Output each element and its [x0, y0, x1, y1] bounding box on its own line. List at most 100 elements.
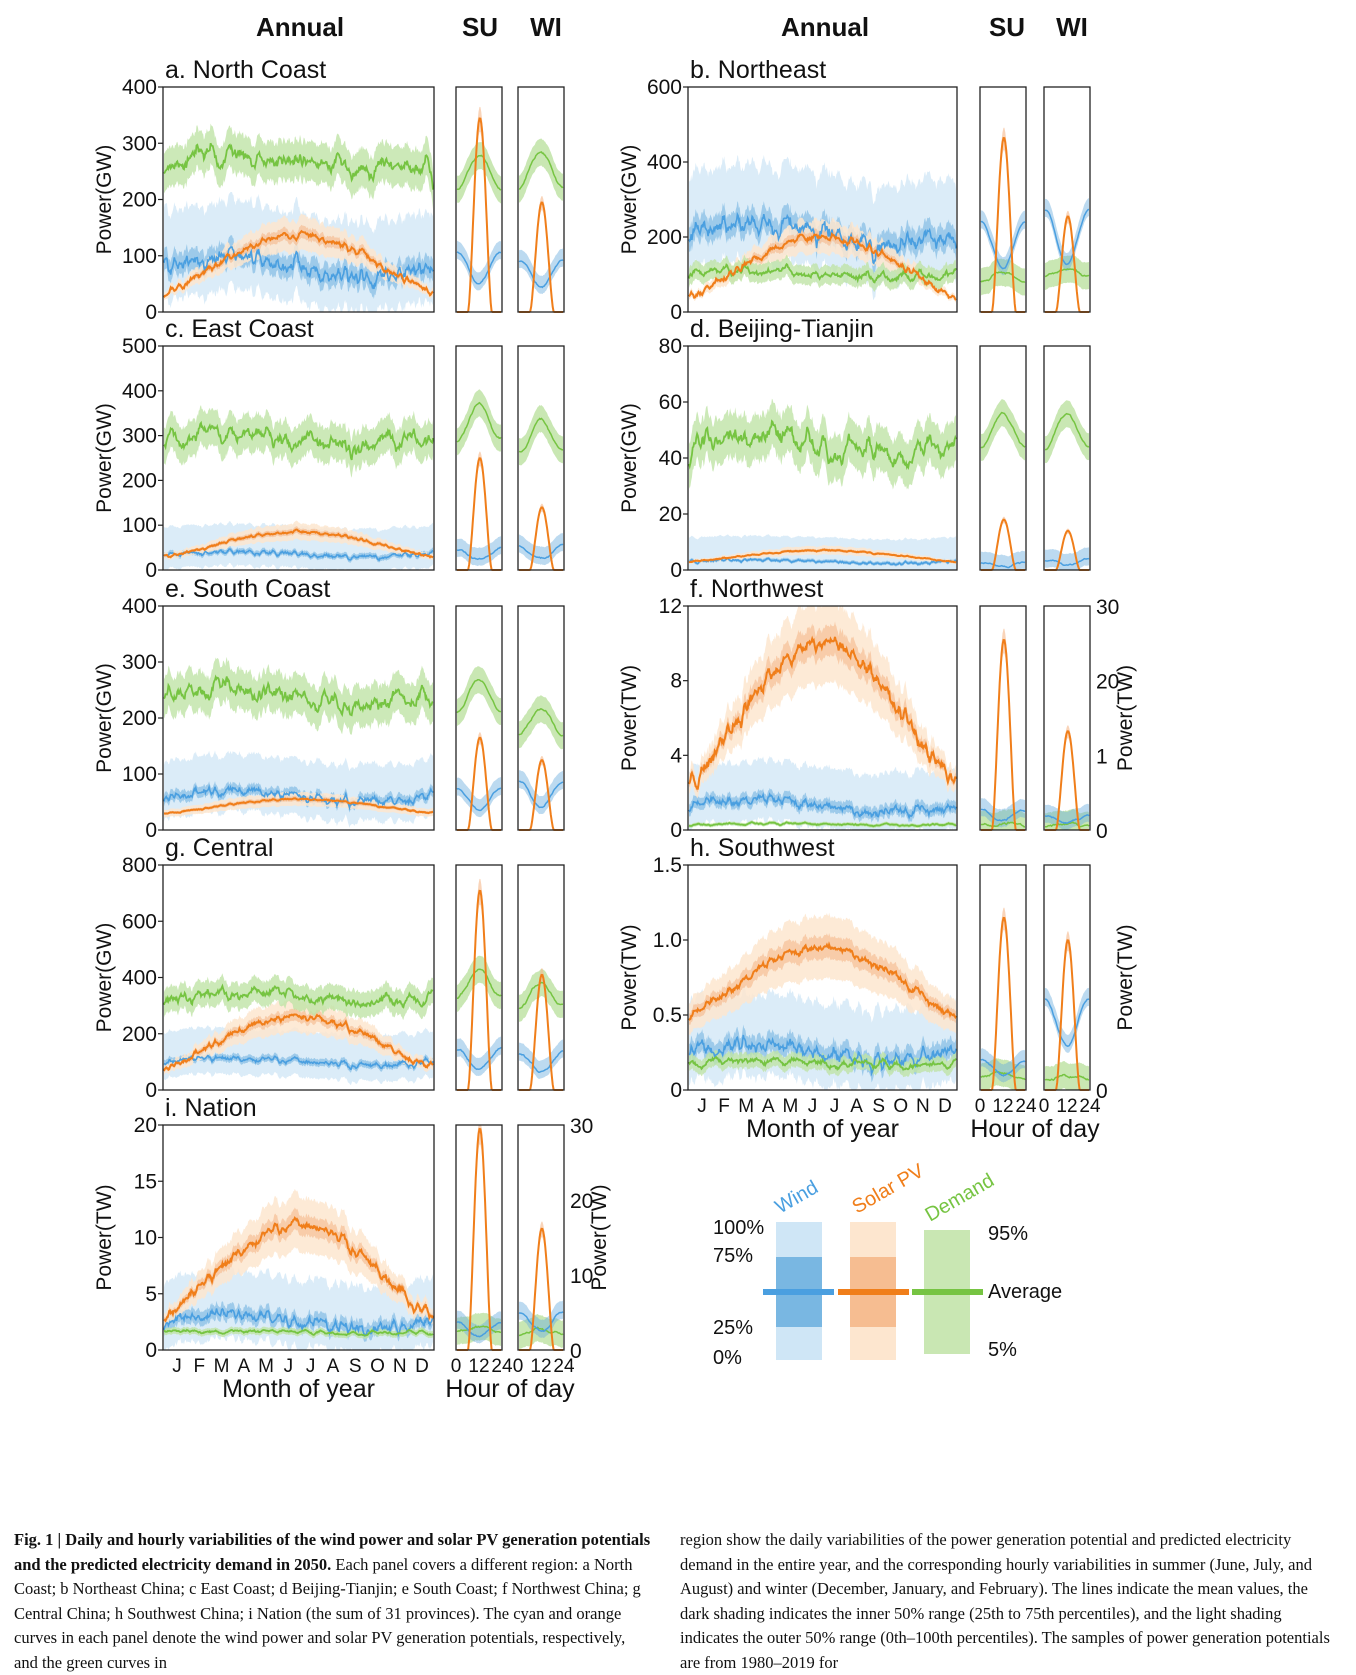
legend-p25: 25%: [713, 1317, 753, 1339]
y-tick-label-a: 100: [122, 245, 157, 268]
y-tick-label-d: 0: [670, 559, 682, 582]
demand-mean-line-g: [163, 983, 434, 1009]
wi-wind-band-c: [519, 533, 563, 566]
wi-hour-tick-right: 24: [1079, 1096, 1101, 1117]
demand-mean-line-a: [163, 142, 434, 190]
y-axis-label-a: Power(GW): [93, 145, 116, 255]
su-demand-line-c: [456, 401, 502, 443]
panel-title-e: e. South Coast: [165, 575, 330, 603]
panel-e: e. South Coast 0 100 200 300 400 Power(GW): [93, 575, 565, 842]
month-tick-right: J: [808, 1096, 818, 1117]
y-tick-label-f: 8: [670, 670, 682, 693]
month-tick-right: J: [697, 1096, 707, 1117]
su-wind-band-a: [457, 240, 501, 291]
wi-wind-band-a: [519, 248, 563, 295]
panel-title-c: c. East Coast: [165, 315, 314, 343]
su-wind-band-g: [457, 1036, 501, 1076]
su-wind-line-i: [456, 1321, 501, 1338]
y-tick-right-label-h: 0: [1096, 1080, 1108, 1103]
demand-mean-line-i: [163, 1328, 434, 1337]
su-demand-line-f: [980, 821, 1026, 828]
wi-wind-line-f: [1045, 814, 1090, 824]
caption-bold: Fig. 1 | Daily and hourly variabilities …: [14, 1530, 651, 1574]
month-tick-left: S: [349, 1356, 362, 1377]
wi-demand-band-a: [519, 138, 563, 203]
month-tick-right: N: [916, 1096, 930, 1117]
wind-mean-line-c: [164, 548, 434, 562]
y-tick-label-a: 400: [122, 76, 157, 99]
panel-d: d. Beijing-Tianjin 0 20 40 60 80 Power(GW): [618, 315, 1091, 582]
wi-demand-band-c: [519, 405, 563, 466]
y-tick-label-f: 4: [670, 744, 682, 767]
demand-band-a: [164, 123, 433, 210]
y-tick-label-g: 400: [122, 967, 157, 990]
panel-c: c. East Coast 0 100 200 300 400 500 Power(GW): [93, 315, 565, 582]
y-tick-right-label-i: 30: [570, 1115, 593, 1138]
annual-frame-f: [687, 605, 958, 831]
wi-demand-line-h: [1044, 1073, 1090, 1082]
su-hour-tick-right: 12: [992, 1096, 1013, 1117]
y-tick-label-h: 0.5: [653, 1004, 682, 1027]
y-tick-label-d: 80: [659, 335, 682, 358]
y-tick-label-a: 0: [145, 301, 157, 324]
month-axis-title-right: Month of year: [746, 1115, 899, 1143]
su-frame-d: [979, 345, 1027, 571]
wi-wind-line-a: [518, 259, 564, 289]
y-axis-label-right-f: Power(TW): [1114, 665, 1137, 771]
su-demand-line-h: [980, 1070, 1026, 1081]
legend-p100: 100%: [713, 1217, 764, 1239]
y-tick-right-label-f: 20: [1096, 671, 1119, 694]
y-tick-label-i: 0: [145, 1339, 157, 1362]
su-demand-band-d: [981, 399, 1025, 461]
y-axis-label-h: Power(TW): [618, 924, 641, 1030]
solar-mean-line-f: [688, 635, 957, 790]
wind-inner-band-b: [689, 201, 956, 275]
su-hour-tick-right: 0: [975, 1096, 986, 1117]
wi-demand-line-a: [518, 151, 564, 190]
panel-title-a: a. North Coast: [165, 56, 326, 84]
y-tick-label-i: 10: [134, 1227, 157, 1250]
wi-demand-line-g: [518, 981, 563, 1010]
header-wi-left: WI: [530, 12, 562, 42]
y-tick-label-e: 0: [145, 819, 157, 842]
wi-frame-f: [1043, 605, 1091, 831]
panel-title-d: d. Beijing-Tianjin: [690, 315, 874, 343]
y-tick-label-g: 0: [145, 1079, 157, 1102]
y-tick-label-h: 1.0: [653, 929, 682, 952]
y-tick-label-i: 5: [145, 1283, 157, 1306]
panel-g: g. Central 0 200 400 600 800 Power(GW): [93, 834, 565, 1102]
wind-mean-line-h: [688, 1034, 957, 1077]
su-demand-line-b: [980, 271, 1026, 283]
y-axis-label-b: Power(GW): [618, 145, 641, 255]
y-tick-label-b: 0: [670, 301, 682, 324]
wi-frame-a: [517, 86, 565, 313]
figure-canvas: Annual SU WI Annual SU WIa. North Coast010020…: [93, 12, 1137, 1403]
demand-mean-line-c: [163, 420, 434, 461]
annual-frame-b: [687, 86, 958, 313]
solar-outer-band-e: [164, 791, 433, 818]
wind-mean-line-a: [163, 246, 434, 290]
wi-demand-line-c: [518, 417, 564, 453]
su-demand-band-g: [457, 955, 501, 1012]
y-tick-label-f: 12: [659, 595, 682, 618]
su-frame-g: [455, 864, 503, 1091]
y-tick-right-label-i: 0: [570, 1340, 582, 1363]
wi-wind-band-b: [1045, 198, 1089, 272]
y-tick-label-i: 20: [134, 1114, 157, 1137]
wi-wind-line-h: [1044, 998, 1090, 1047]
su-frame-h: [979, 864, 1027, 1091]
annual-frame-c: [162, 345, 435, 571]
month-tick-left: A: [327, 1356, 340, 1377]
y-tick-right-label-f: 30: [1096, 596, 1119, 619]
y-axis-label-c: Power(GW): [93, 403, 116, 513]
legend-p0: 0%: [713, 1347, 742, 1369]
month-tick-right: S: [872, 1096, 885, 1117]
wi-hour-tick-right: 0: [1039, 1096, 1050, 1117]
y-tick-label-d: 40: [659, 447, 682, 470]
month-tick-left: N: [393, 1356, 407, 1377]
month-tick-right: O: [893, 1096, 908, 1117]
y-tick-label-c: 400: [122, 380, 157, 403]
wi-demand-band-e: [519, 695, 563, 750]
